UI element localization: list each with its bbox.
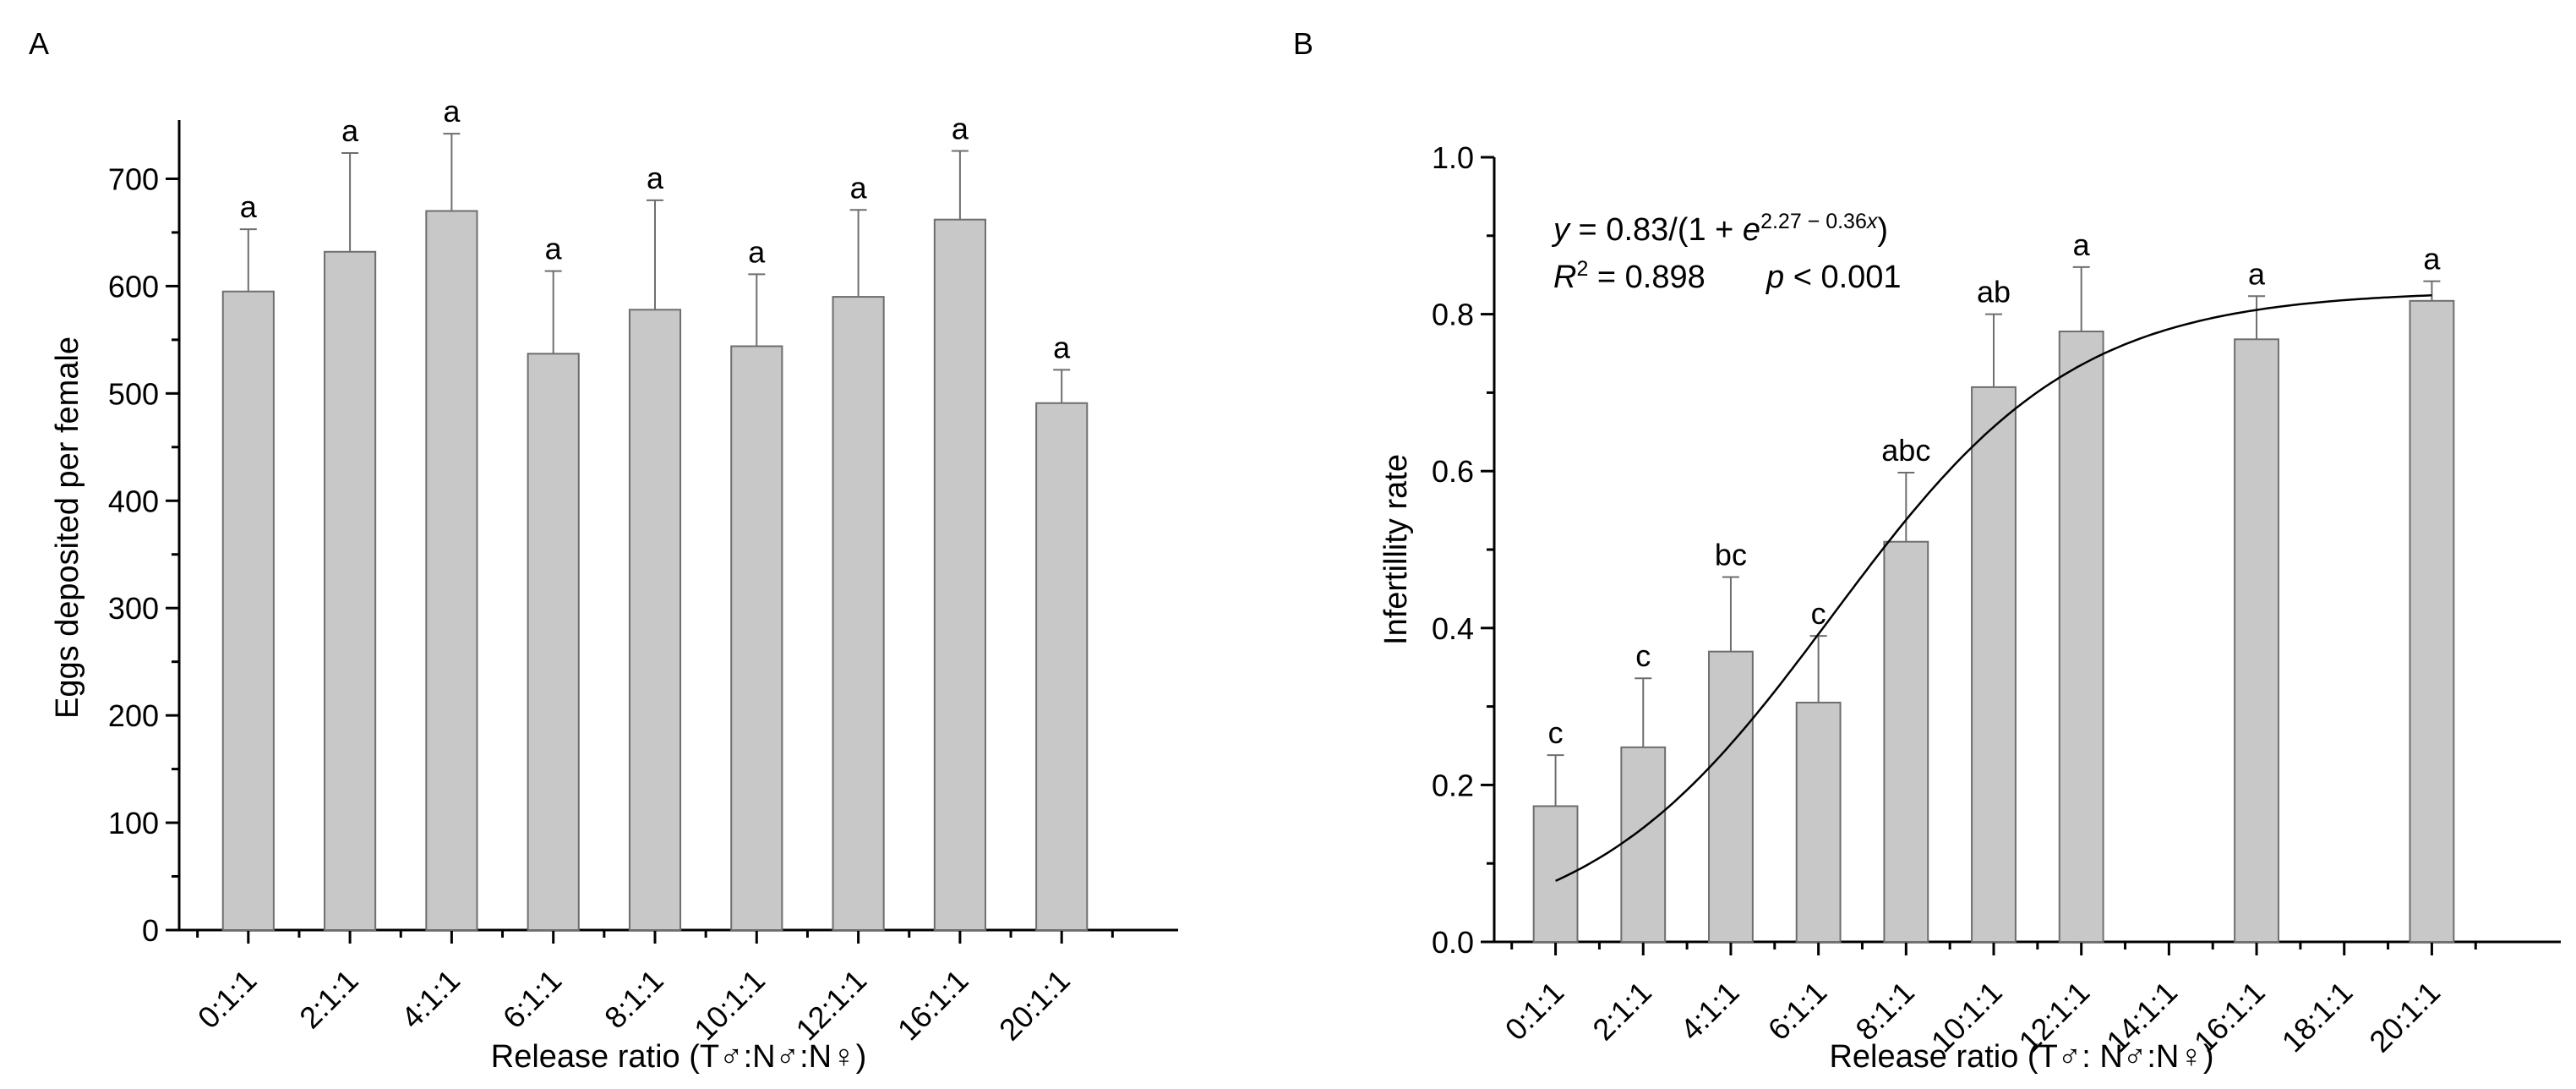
bar bbox=[1035, 402, 1089, 931]
x-tick-label: 16:1:1 bbox=[891, 963, 975, 1048]
bar bbox=[2234, 338, 2279, 943]
significance-letter: bc bbox=[1715, 537, 1747, 572]
r2-sup: 2 bbox=[1576, 257, 1588, 281]
p-value: < 0.001 bbox=[1784, 260, 1901, 295]
panel-label-a: A bbox=[29, 26, 49, 61]
y-tick-label: 0.0 bbox=[1432, 925, 1474, 960]
fit-curve bbox=[1555, 294, 2432, 883]
bar bbox=[1971, 386, 2017, 943]
significance-letter: a bbox=[443, 94, 461, 129]
y-axis-title: Eggs deposited per female bbox=[50, 337, 85, 719]
bar bbox=[527, 353, 580, 932]
y-tick-label: 500 bbox=[108, 376, 159, 411]
significance-letter: c bbox=[1811, 596, 1826, 631]
bar bbox=[1883, 540, 1929, 943]
bar bbox=[425, 210, 478, 931]
significance-letter: c bbox=[1635, 638, 1651, 673]
bar bbox=[2058, 331, 2104, 943]
bar bbox=[628, 309, 682, 932]
significance-letter: a bbox=[1053, 330, 1071, 364]
y-tick-label: 0.2 bbox=[1432, 768, 1474, 802]
significance-letter: a bbox=[952, 111, 969, 145]
significance-letter: a bbox=[2073, 227, 2091, 262]
bar bbox=[2409, 299, 2455, 944]
x-tick-label: 4:1:1 bbox=[1673, 975, 1746, 1048]
eq-exponent-x: x bbox=[1866, 210, 1879, 233]
bar bbox=[933, 218, 986, 931]
x-tick-label: 12:1:1 bbox=[789, 963, 873, 1048]
y-axis-title: Infertillity rate bbox=[1378, 454, 1414, 645]
eq-close: ) bbox=[1877, 212, 1888, 248]
eq-body: = 0.83/(1 + bbox=[1569, 212, 1743, 248]
y-tick-label: 0.4 bbox=[1432, 611, 1474, 646]
y-tick-label: 300 bbox=[108, 591, 159, 626]
x-tick-label: 6:1:1 bbox=[1761, 975, 1834, 1048]
x-tick-label: 2:1:1 bbox=[1585, 975, 1658, 1048]
y-tick-label: 0.6 bbox=[1432, 454, 1474, 489]
x-tick-label: 6:1:1 bbox=[496, 963, 569, 1036]
significance-letter: a bbox=[850, 170, 868, 205]
bar bbox=[221, 290, 275, 932]
significance-letter: a bbox=[748, 234, 766, 269]
x-tick-label: 20:1:1 bbox=[992, 963, 1077, 1048]
significance-letter: a bbox=[647, 161, 664, 195]
bar bbox=[832, 296, 885, 931]
significance-letter: a bbox=[240, 189, 258, 224]
fit-r2: R2 = 0.898 bbox=[1553, 257, 1706, 295]
x-axis-title: Release ratio (T♂:N♂:N♀) bbox=[491, 1039, 866, 1075]
y-tick-label: 0 bbox=[142, 913, 159, 948]
r2-r: R bbox=[1553, 260, 1576, 295]
x-tick-label: 18:1:1 bbox=[2275, 975, 2360, 1059]
panel-label-b: B bbox=[1293, 26, 1313, 61]
bar bbox=[1620, 746, 1667, 944]
significance-letter: a bbox=[341, 113, 359, 148]
bar bbox=[324, 250, 377, 932]
significance-letter: a bbox=[2248, 256, 2266, 291]
r2-value: = 0.898 bbox=[1588, 260, 1705, 295]
eq-e: e bbox=[1743, 212, 1760, 248]
y-tick-label: 1.0 bbox=[1432, 140, 1474, 175]
bar bbox=[1708, 650, 1754, 943]
x-tick-label: 8:1:1 bbox=[598, 963, 670, 1036]
significance-letter: a bbox=[2423, 242, 2441, 276]
significance-letter: c bbox=[1548, 715, 1564, 750]
x-axis-title: Release ratio (T♂: N♂:N♀) bbox=[1829, 1039, 2213, 1075]
eq-exponent: 2.27 − 0.36 bbox=[1760, 210, 1867, 233]
significance-letter: a bbox=[545, 232, 563, 266]
y-tick-label: 200 bbox=[108, 698, 159, 733]
bar bbox=[730, 345, 783, 931]
bar bbox=[1795, 701, 1842, 944]
significance-letter: ab bbox=[1977, 275, 2011, 309]
chart-a: 0 100 200 300 400 500 600 700 0:1:1 2:1:1 4:1:1 6:1… bbox=[50, 94, 1178, 1075]
y-tick-label: 400 bbox=[108, 484, 159, 518]
p-p: p bbox=[1766, 260, 1784, 295]
y-tick-label: 100 bbox=[108, 806, 159, 840]
x-tick-label: 4:1:1 bbox=[394, 963, 467, 1036]
eq-y: y bbox=[1551, 212, 1571, 248]
significance-letter: abc bbox=[1881, 433, 1930, 468]
x-tick-label: 0:1:1 bbox=[1498, 975, 1571, 1048]
x-tick-label: 20:1:1 bbox=[2362, 975, 2447, 1059]
x-tick-label: 2:1:1 bbox=[292, 963, 365, 1036]
x-tick-label: 10:1:1 bbox=[687, 963, 772, 1048]
fit-equation: y = 0.83/(1 + e2.27 − 0.36x) bbox=[1551, 210, 1888, 248]
x-tick-label: 8:1:1 bbox=[1848, 975, 1921, 1048]
fit-p-value: p < 0.001 bbox=[1766, 260, 1902, 295]
x-tick-label: 0:1:1 bbox=[191, 963, 264, 1036]
y-tick-label: 0.8 bbox=[1432, 298, 1474, 332]
y-tick-label: 700 bbox=[108, 161, 159, 196]
y-tick-label: 600 bbox=[108, 269, 159, 304]
